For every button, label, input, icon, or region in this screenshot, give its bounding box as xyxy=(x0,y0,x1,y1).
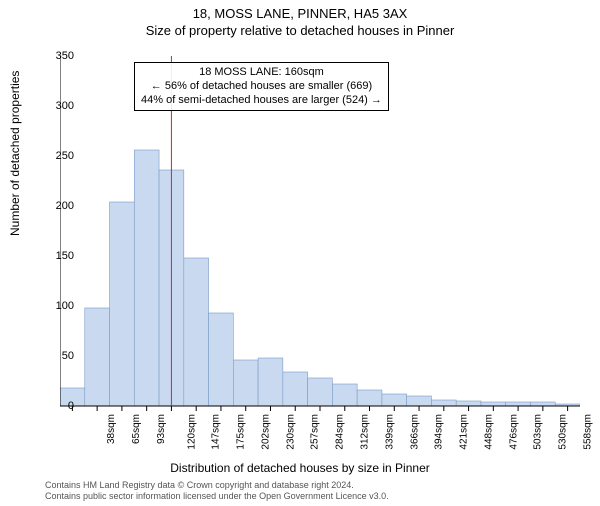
footer-line-1: Contains HM Land Registry data © Crown c… xyxy=(45,480,389,491)
x-tick-label: 448sqm xyxy=(483,414,494,450)
x-tick-label: 421sqm xyxy=(459,414,470,450)
y-tick-label: 350 xyxy=(44,50,74,62)
y-tick-label: 50 xyxy=(44,350,74,362)
y-tick-label: 0 xyxy=(44,400,74,412)
y-tick-label: 250 xyxy=(44,150,74,162)
x-tick-label: 175sqm xyxy=(236,414,247,450)
x-tick-label: 339sqm xyxy=(384,414,395,450)
x-tick-label: 120sqm xyxy=(186,414,197,450)
x-tick-label: 230sqm xyxy=(285,414,296,450)
footer-line-2: Contains public sector information licen… xyxy=(45,491,389,502)
y-tick-label: 200 xyxy=(44,200,74,212)
x-tick-label: 147sqm xyxy=(211,414,222,450)
annotation-box: 18 MOSS LANE: 160sqm ← 56% of detached h… xyxy=(134,62,389,111)
chart-title-sub: Size of property relative to detached ho… xyxy=(0,23,600,38)
x-tick-label: 503sqm xyxy=(533,414,544,450)
x-tick-label: 202sqm xyxy=(261,414,272,450)
annotation-line-3: 44% of semi-detached houses are larger (… xyxy=(141,94,382,108)
y-tick-label: 300 xyxy=(44,100,74,112)
annotation-line-1: 18 MOSS LANE: 160sqm xyxy=(141,66,382,80)
x-tick-label: 476sqm xyxy=(508,414,519,450)
x-tick-label: 312sqm xyxy=(360,414,371,450)
x-tick-label: 394sqm xyxy=(434,414,445,450)
footer-attribution: Contains HM Land Registry data © Crown c… xyxy=(45,480,389,502)
x-tick-label: 284sqm xyxy=(335,414,346,450)
y-tick-label: 100 xyxy=(44,300,74,312)
x-tick-label: 257sqm xyxy=(310,414,321,450)
chart-title-main: 18, MOSS LANE, PINNER, HA5 3AX xyxy=(0,6,600,21)
x-tick-label: 93sqm xyxy=(156,414,167,444)
x-tick-label: 65sqm xyxy=(131,414,142,444)
chart-plot-area: 18 MOSS LANE: 160sqm ← 56% of detached h… xyxy=(60,56,580,426)
x-axis-label: Distribution of detached houses by size … xyxy=(0,461,600,475)
x-tick-label: 558sqm xyxy=(582,414,593,450)
y-tick-label: 150 xyxy=(44,250,74,262)
y-axis-label: Number of detached properties xyxy=(8,71,22,236)
histogram-svg xyxy=(60,56,580,426)
annotation-line-2: ← 56% of detached houses are smaller (66… xyxy=(141,80,382,94)
x-tick-label: 366sqm xyxy=(409,414,420,450)
x-tick-label: 38sqm xyxy=(106,414,117,444)
x-tick-label: 530sqm xyxy=(558,414,569,450)
